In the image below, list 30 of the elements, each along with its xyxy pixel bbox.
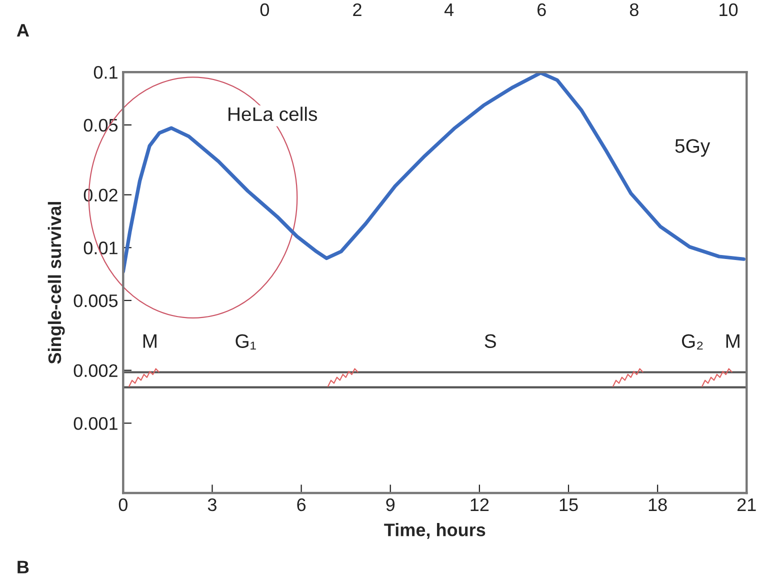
y-tick-label: 0.001 <box>74 417 118 430</box>
annotation: G₂ <box>682 334 703 350</box>
x-tick-label: 6 <box>297 498 306 512</box>
text: 8 <box>630 3 638 16</box>
y-axis-title: Single-cell survival <box>48 202 65 364</box>
x-tick-label: 18 <box>648 498 667 512</box>
annotation: M <box>143 334 156 348</box>
text: 4 <box>444 4 454 16</box>
x-tick-label: 12 <box>470 498 489 511</box>
text: 2 <box>353 3 362 16</box>
text: 0 <box>260 3 270 16</box>
text: 6 <box>538 3 546 16</box>
x-tick-label: 0 <box>118 498 128 512</box>
line-series <box>123 72 746 274</box>
y-tick-label: 0.005 <box>74 294 118 308</box>
text: 10 <box>720 3 738 16</box>
x-tick-label: 3 <box>208 498 216 512</box>
y-tick-label: 0.1 <box>94 66 118 79</box>
annotation: M <box>726 334 740 348</box>
annotation: G₁ <box>236 334 256 350</box>
x-tick-label: 15 <box>560 498 578 512</box>
x-tick-label: 9 <box>386 498 395 512</box>
x-axis-title: Time, hours <box>384 523 486 539</box>
text: B <box>18 560 29 574</box>
text: A <box>16 24 29 37</box>
annotation: S <box>484 334 496 348</box>
y-tick-label: 0.002 <box>74 364 118 378</box>
x-tick-label: 21 <box>738 498 756 511</box>
annotation: HeLa cells <box>228 106 318 122</box>
annotation: 5Gy <box>675 139 710 157</box>
